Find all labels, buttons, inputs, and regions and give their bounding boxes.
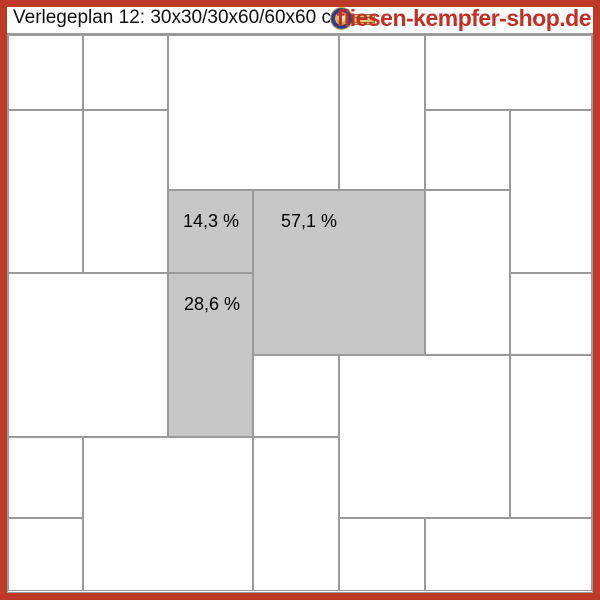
tile [425, 190, 510, 355]
tile [339, 518, 425, 591]
tile [425, 110, 510, 190]
tile-percent-label: 14,3 % [183, 211, 240, 231]
page-title: Verlegeplan 12: 30x30/30x60/60x60 cm [13, 7, 347, 28]
tile-plan: 14,3 % 57,1 % 28,6 % [6, 33, 594, 594]
tile-percent-label: 57,1 % [281, 211, 338, 231]
tile [253, 355, 339, 437]
tile [83, 110, 168, 273]
tile [83, 35, 168, 110]
seal-banner-icon [352, 14, 375, 25]
highlighted-module-tile: 57,1 % [253, 190, 425, 355]
tile [8, 110, 83, 273]
tile [8, 273, 168, 437]
tile [510, 273, 592, 355]
tile [425, 35, 592, 110]
tile [510, 110, 592, 273]
tile [8, 518, 83, 591]
tile [339, 355, 510, 518]
tile [8, 437, 83, 518]
tile [83, 437, 253, 591]
tile [425, 518, 592, 591]
quality-seal-icon [331, 8, 352, 29]
highlighted-module-tile: 14,3 % [168, 190, 253, 273]
tile [339, 35, 425, 190]
shop-logo [331, 8, 377, 30]
highlighted-module-tile: 28,6 % [168, 273, 253, 437]
tile-percent-label: 28,6 % [184, 294, 241, 314]
tile [8, 35, 83, 110]
tile [510, 355, 592, 518]
tile [168, 35, 339, 190]
tile [253, 437, 339, 591]
shop-domain-link[interactable]: fliesen-kempfer-shop.de [336, 5, 592, 31]
